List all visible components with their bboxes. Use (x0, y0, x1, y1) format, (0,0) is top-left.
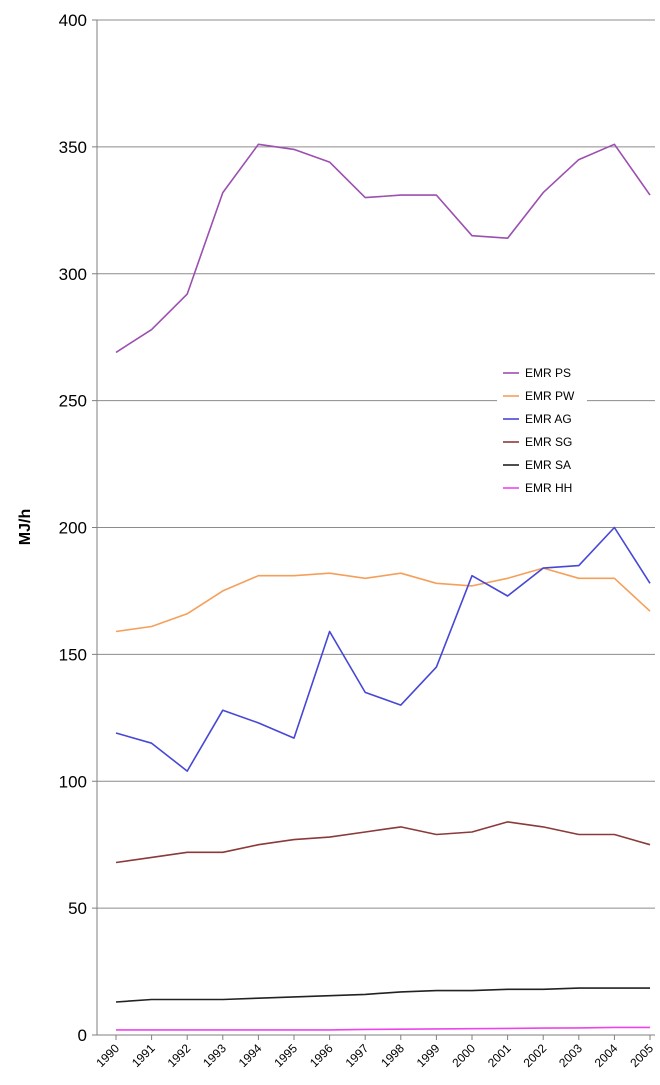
y-tick-label: 300 (59, 265, 87, 284)
series-line-5 (116, 1026, 650, 1031)
y-tick-label: 150 (59, 645, 87, 664)
x-tick-label: 1995 (271, 1041, 300, 1070)
series-line-2 (115, 526, 651, 772)
series-line-0 (115, 143, 651, 354)
x-tick-label: 1996 (307, 1041, 336, 1070)
legend-label: EMR PW (525, 389, 575, 403)
y-tick-label: 50 (68, 899, 87, 918)
x-tick-label: 1994 (236, 1041, 265, 1070)
y-tick-label: 250 (59, 392, 87, 411)
gridlines (92, 19, 655, 1036)
legend-label: EMR AG (525, 412, 572, 426)
y-tick-label: 0 (78, 1026, 87, 1045)
legend-label: EMR SA (525, 458, 571, 472)
legend: EMR PS EMR PW EMR AG EMR SG EMR SA EMR HH (497, 362, 587, 506)
legend-background (497, 362, 587, 506)
x-tick-label: 2001 (485, 1041, 514, 1070)
x-tick-label: 2004 (592, 1041, 621, 1070)
x-tick-label: 1999 (414, 1041, 443, 1070)
x-tick-label: 2003 (556, 1041, 585, 1070)
y-tick-label: 200 (59, 519, 87, 538)
series-line-4 (115, 987, 650, 1003)
series-line-3 (115, 821, 651, 864)
x-tick-label: 1991 (129, 1041, 158, 1070)
x-tick-labels: 1990 1991 1992 1993 1994 1995 1996 1997 1998 1999… (93, 1035, 656, 1070)
x-tick-label: 1993 (200, 1041, 229, 1070)
legend-label: EMR PS (525, 366, 571, 380)
x-tick-label: 2005 (627, 1041, 656, 1070)
legend-label: EMR SG (525, 435, 572, 449)
series-line-1 (115, 567, 651, 633)
x-tick-label: 1990 (93, 1041, 122, 1070)
x-tick-label: 2002 (521, 1041, 550, 1070)
x-tick-label: 2000 (449, 1041, 478, 1070)
y-tick-labels: 0 50 100 150 200 250 300 350 400 (59, 11, 87, 1045)
y-tick-label: 100 (59, 772, 87, 791)
x-tick-label: 1992 (165, 1041, 194, 1070)
y-tick-label: 400 (59, 11, 87, 30)
x-tick-label: 1998 (378, 1041, 407, 1070)
y-axis-label: MJ/h (17, 509, 34, 545)
series-lines (115, 143, 651, 1031)
y-tick-label: 350 (59, 138, 87, 157)
legend-label: EMR HH (525, 481, 572, 495)
x-tick-label: 1997 (343, 1041, 372, 1070)
